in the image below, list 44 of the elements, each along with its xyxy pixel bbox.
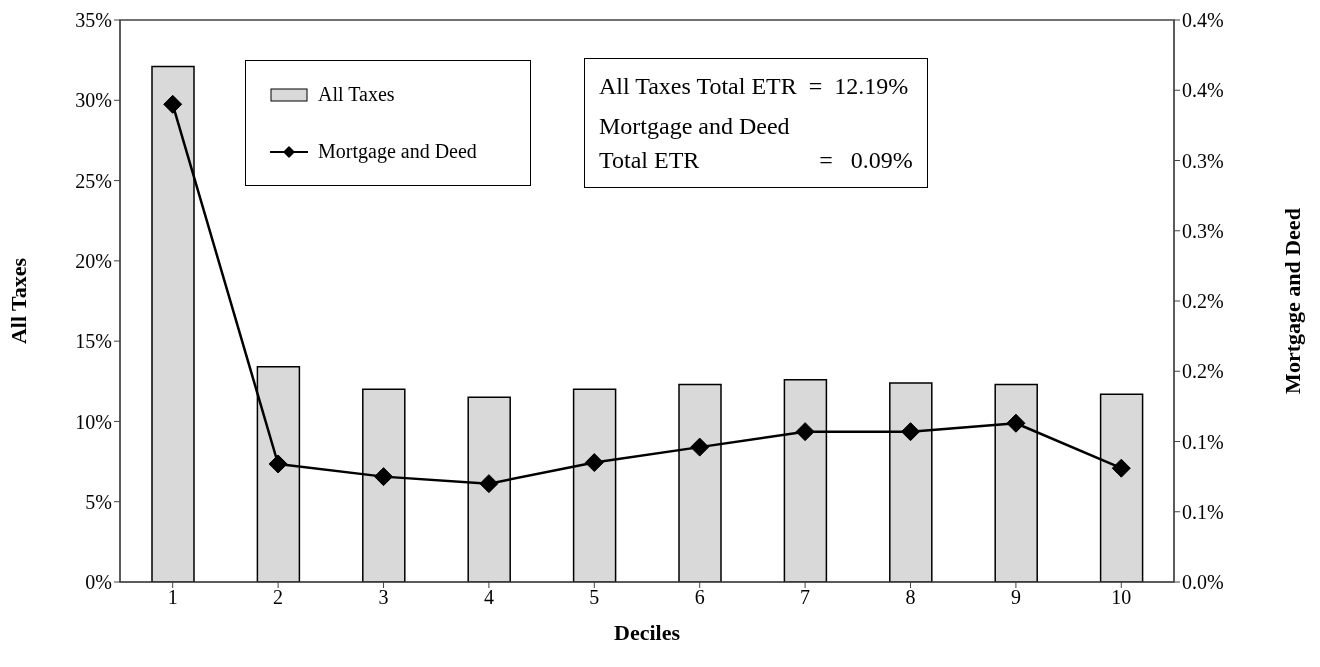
y2-tick-label: 0.2% [1182,360,1224,383]
x-tick-label: 6 [694,586,705,609]
y2-tick-label: 0.3% [1182,149,1224,172]
y-tick-label: 25% [75,169,112,192]
y-axis-title: All Taxes [5,257,31,345]
point [795,422,815,442]
y-tick-label: 5% [85,490,112,513]
y-tick-label: 15% [75,330,112,353]
y2-tick-label: 0.0% [1182,571,1224,594]
x-tick-label: 9 [1010,586,1021,609]
x-tick-label: 1 [167,586,178,609]
point [268,454,288,474]
point [690,437,710,457]
x-axis-title: Deciles [614,620,681,645]
point [584,453,604,473]
y2-tick-label: 0.3% [1182,219,1224,242]
x-tick-label: 2 [273,586,284,609]
point [479,474,499,494]
y2-tick-label: 0.1% [1182,500,1224,523]
y-tick-label: 0% [85,571,112,594]
y-tick-label: 30% [75,89,112,112]
point [163,94,183,114]
point [1111,458,1131,478]
y2-tick-label: 0.2% [1182,290,1224,313]
y2-tick-label: 0.4% [1182,9,1224,32]
x-tick-label: 7 [800,586,811,609]
x-tick-label: 4 [483,586,494,609]
annotation: All Taxes Total ETR = 12.19% [599,72,910,101]
legend-label: Mortgage and Deed [318,140,477,163]
annotation: Mortgage and Deed Total ETR = 0.09% [599,112,913,175]
x-tick-label: 3 [378,586,389,609]
y2-axis-title: Mortgage and Deed [1279,208,1305,394]
x-tick-label: 8 [905,586,916,609]
legend-label: All Taxes [318,83,395,106]
point [1006,413,1026,433]
point [374,467,393,487]
y2-tick-label: 0.1% [1182,430,1224,453]
y-tick-label: 10% [75,410,112,433]
point [901,422,920,442]
x-tick-label: 10 [1111,586,1132,609]
y2-tick-label: 0.4% [1182,79,1224,102]
y-tick-label: 20% [75,249,112,272]
x-tick-label: 5 [589,586,600,609]
y-tick-label: 35% [75,9,112,32]
